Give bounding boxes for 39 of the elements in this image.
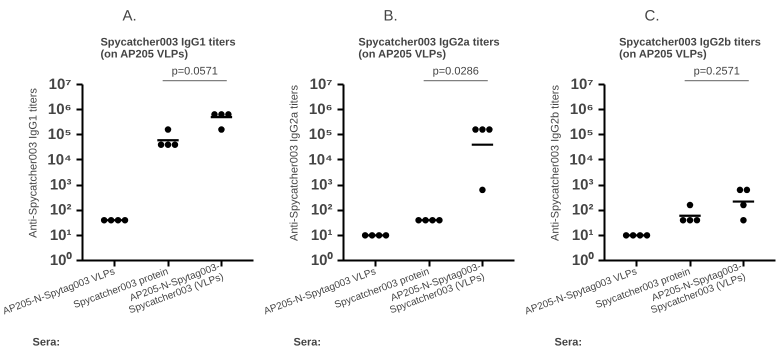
y-tick-label: 10⁴ [47,151,72,168]
chart-title: Spycatcher003 IgG1 titers (on AP205 VLPs) [100,36,236,60]
y-axis-title: Anti-Spycatcher003 IgG2b titers [549,84,562,241]
y-tick-label: 10² [572,202,594,219]
chart-title: Spycatcher003 IgG2b titers (on AP205 VLPs) [619,36,761,60]
text: Sera: [294,336,322,348]
y-tick-label: 10⁵ [308,126,333,144]
y-axis-title: Anti-Spycatcher003 IgG1 titers [27,88,40,238]
y-tick-label: 10⁵ [48,126,72,144]
y-tick-label: 10³ [50,176,72,194]
text: p=0.0571 [172,66,218,78]
text: A. [122,8,137,24]
text: Sera: [554,336,582,348]
text: C. [644,8,660,24]
text: Sera: [32,336,60,348]
y-tick-label: 10⁷ [310,76,332,93]
chart-title: Spycatcher003 IgG2a titers (on AP205 VLPs) [358,36,500,60]
y-tick-label: 10¹ [50,226,72,244]
y-axis-title: Anti-Spycatcher003 IgG2a titers [288,84,300,241]
y-tick-label: 10⁰ [310,251,334,269]
y-tick-label: 10³ [310,176,333,194]
y-tick-label: 10⁶ [570,101,594,118]
y-tick-label: 10² [50,202,72,219]
text: p=0.0286 [432,66,479,78]
y-tick-label: 10¹ [310,226,333,244]
y-tick-label: 10⁷ [570,76,594,93]
y-tick-label: 10² [310,202,333,219]
text: p=0.2571 [694,66,740,78]
y-tick-label: 10³ [572,176,594,194]
y-tick-label: 10⁰ [572,251,594,269]
y-tick-label: 10⁷ [48,76,72,93]
y-tick-label: 10¹ [572,226,594,244]
y-tick-label: 10⁴ [308,151,333,168]
y-tick-label: 10⁰ [50,251,72,269]
text: B. [384,8,398,24]
y-tick-label: 10⁶ [48,101,72,118]
y-tick-label: 10⁵ [570,126,594,144]
y-tick-label: 10⁴ [569,151,594,168]
y-tick-label: 10⁶ [308,101,332,118]
